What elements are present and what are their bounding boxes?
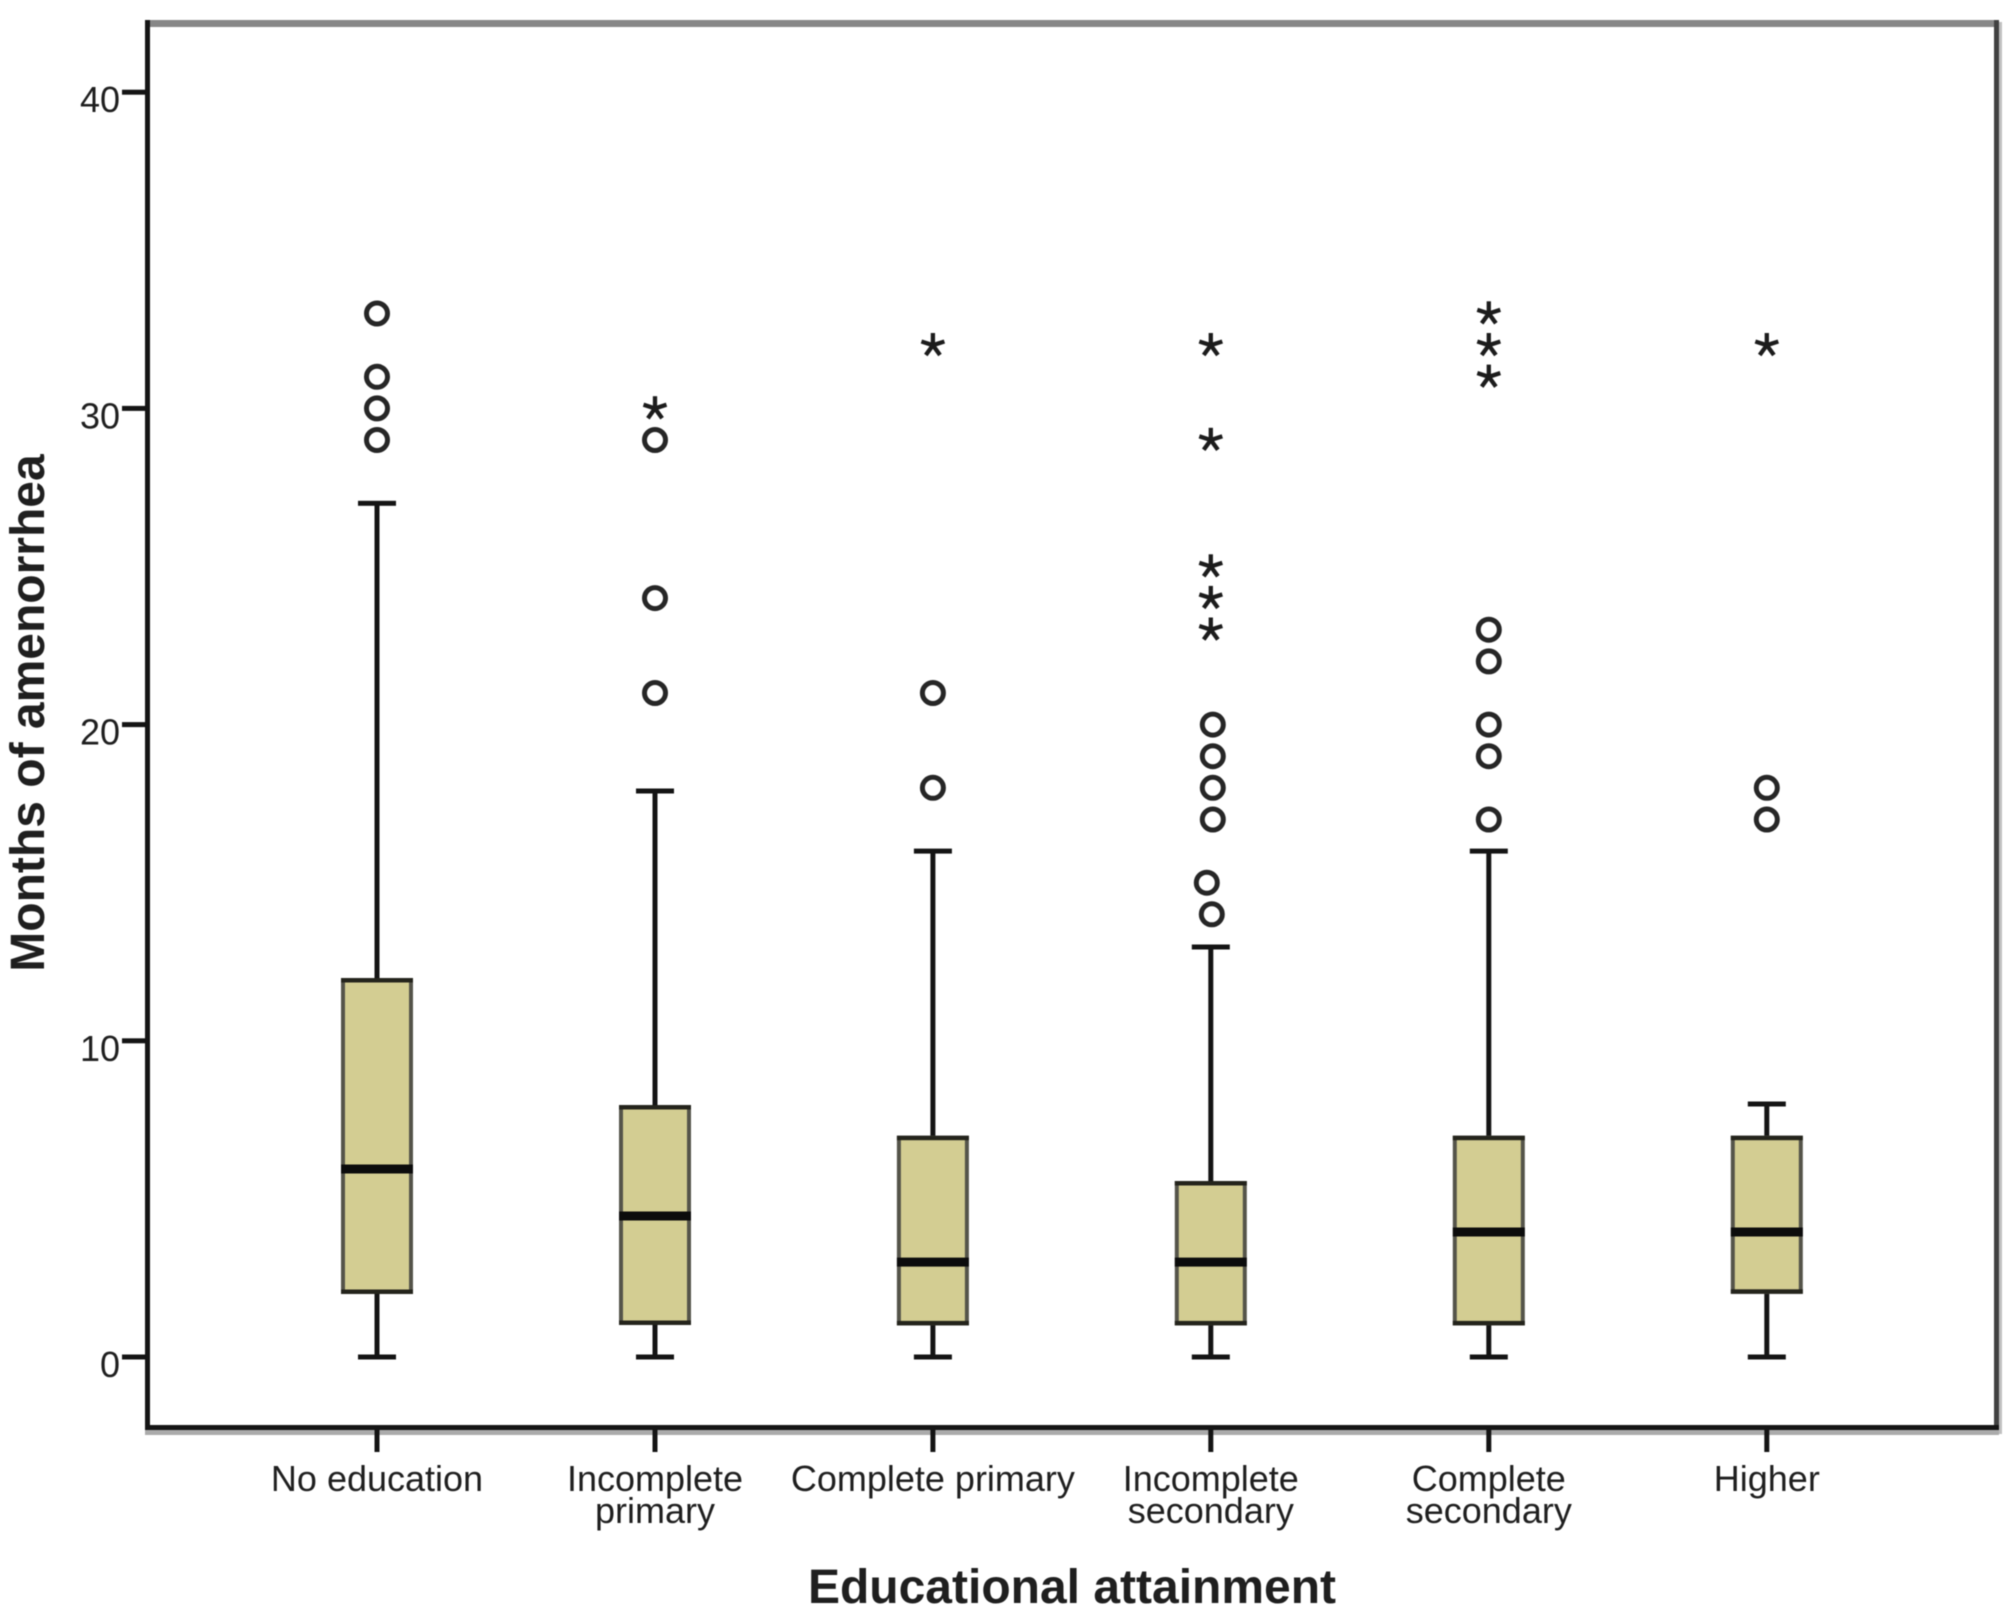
svg-text:Higher: Higher <box>1714 1458 1820 1499</box>
svg-text:secondary: secondary <box>1128 1490 1294 1531</box>
svg-text:Months of amenorrhea: Months of amenorrhea <box>2 454 55 972</box>
svg-text:Complete: Complete <box>1412 1458 1566 1499</box>
svg-text:0: 0 <box>100 1344 120 1385</box>
svg-text:30: 30 <box>80 395 120 436</box>
svg-text:Incomplete: Incomplete <box>1123 1458 1299 1499</box>
svg-text:No education: No education <box>271 1458 483 1499</box>
svg-text:Educational attainment: Educational attainment <box>808 1561 1336 1612</box>
svg-text:10: 10 <box>80 1028 120 1069</box>
svg-text:primary: primary <box>595 1490 715 1531</box>
svg-text:Incomplete: Incomplete <box>567 1458 743 1499</box>
svg-text:Complete primary: Complete primary <box>791 1458 1075 1499</box>
svg-text:40: 40 <box>80 79 120 120</box>
svg-text:20: 20 <box>80 712 120 753</box>
svg-text:secondary: secondary <box>1406 1490 1572 1531</box>
